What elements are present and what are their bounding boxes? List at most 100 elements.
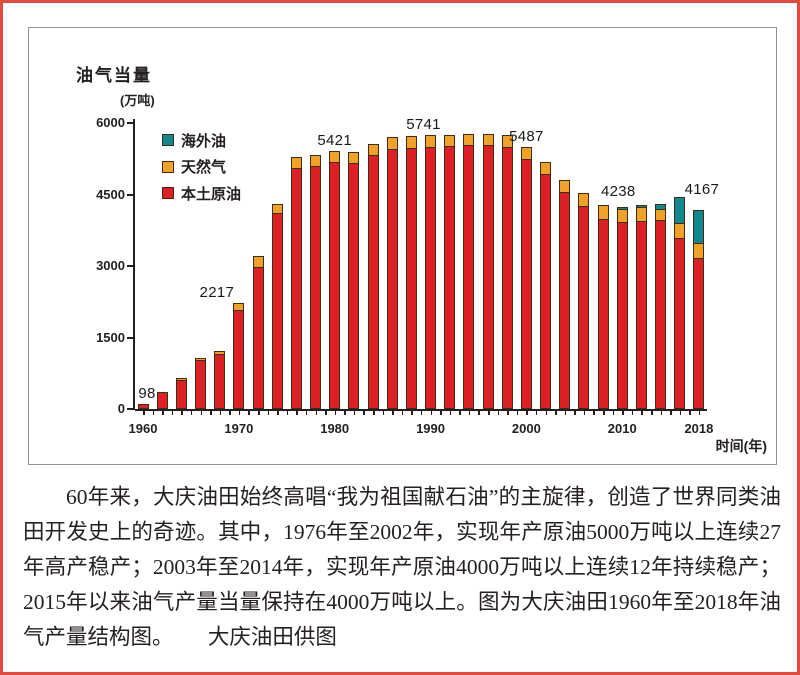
x-tick — [430, 411, 433, 415]
bar-segment — [675, 198, 685, 223]
bar-segment — [617, 207, 627, 209]
x-tick — [497, 411, 500, 415]
bar-segment — [368, 144, 378, 156]
x-tick — [296, 411, 298, 415]
x-axis — [135, 409, 707, 411]
bar-2004 — [559, 180, 571, 409]
x-tick-label: 2000 — [511, 421, 541, 436]
bar-segment — [234, 310, 244, 408]
x-tick — [411, 411, 413, 415]
bar-segment — [598, 206, 608, 219]
bar-segment — [636, 207, 646, 222]
x-tick — [698, 411, 701, 415]
bar-segment — [426, 146, 436, 408]
bar-segment — [426, 136, 436, 147]
x-tick-label: 1990 — [416, 421, 445, 436]
bar-segment — [694, 257, 704, 408]
value-label-2010: 4238 — [600, 182, 636, 200]
bar-2000 — [520, 147, 532, 409]
x-tick — [152, 411, 155, 415]
bar-segment — [579, 194, 589, 206]
x-tick — [689, 411, 691, 415]
y-tick-label: 0 — [117, 401, 125, 416]
bar-segment — [330, 151, 340, 163]
bar-segment — [483, 134, 493, 146]
y-tick — [127, 265, 135, 267]
x-tick-label: 2010 — [607, 421, 637, 436]
bar-1992 — [444, 134, 456, 409]
x-tick — [277, 411, 279, 415]
bar-segment — [157, 392, 167, 408]
x-tick — [401, 411, 404, 415]
y-tick — [127, 193, 135, 196]
y-tick — [127, 122, 135, 124]
bar-segment — [311, 155, 321, 167]
x-tick — [248, 411, 250, 415]
x-tick — [267, 411, 270, 415]
x-tick — [258, 411, 260, 415]
domestic-crude-swatch-icon — [162, 187, 174, 199]
x-tick — [200, 411, 202, 415]
bar-segment — [368, 155, 378, 408]
x-tick — [564, 411, 567, 415]
bar-2012 — [635, 204, 647, 409]
bar-1984 — [367, 143, 379, 409]
x-tick-label: 2018 — [684, 421, 714, 436]
bar-segment — [196, 358, 205, 360]
bar-segment — [483, 145, 493, 408]
x-tick — [603, 411, 605, 415]
x-tick — [382, 411, 385, 415]
x-tick — [651, 411, 653, 415]
x-tick — [325, 411, 327, 415]
x-tick — [583, 411, 586, 415]
bar-1976 — [290, 157, 302, 409]
x-tick-label: 1960 — [128, 421, 158, 436]
x-tick — [171, 411, 174, 415]
x-tick — [555, 411, 557, 415]
x-tick — [574, 411, 576, 415]
bar-segment — [579, 205, 589, 408]
y-axis — [133, 119, 135, 410]
bar-segment — [694, 211, 704, 243]
bar-1972 — [252, 255, 264, 409]
bar-1998 — [501, 135, 513, 409]
bar-1996 — [482, 133, 494, 409]
x-tick — [305, 411, 308, 415]
x-tick — [516, 411, 519, 415]
x-tick — [545, 411, 548, 415]
x-tick — [440, 411, 442, 415]
bar-segment — [215, 351, 225, 355]
bar-segment — [445, 146, 455, 408]
x-tick — [353, 411, 356, 415]
x-tick — [507, 411, 509, 415]
bar-segment — [272, 205, 282, 213]
bar-1974 — [271, 204, 283, 409]
bar-segment — [196, 359, 205, 408]
x-tick — [229, 411, 231, 415]
bar-2014 — [655, 203, 667, 409]
bar-segment — [694, 242, 704, 258]
y-tick-label: 3000 — [96, 258, 125, 273]
value-label-2018: 4167 — [684, 181, 720, 199]
x-tick — [315, 411, 318, 415]
x-tick — [143, 411, 145, 415]
bar-segment — [541, 173, 551, 408]
x-tick — [612, 411, 615, 415]
x-tick — [593, 411, 595, 415]
x-tick — [286, 411, 289, 415]
value-label-2000: 5487 — [509, 128, 544, 146]
x-tick — [334, 411, 337, 415]
x-axis-title: 时间(年) — [715, 438, 767, 454]
x-tick-label: 1970 — [224, 421, 254, 436]
caption-text: 60年来，大庆油田始终高唱“我为祖国献石油”的主旋律，创造了世界同类油田开发史上… — [23, 485, 781, 649]
x-tick — [162, 411, 164, 415]
bar-segment — [598, 218, 608, 408]
bar-segment — [541, 162, 551, 174]
bar-segment — [406, 147, 416, 408]
bar-2008 — [597, 205, 609, 409]
bar-segment — [464, 145, 474, 408]
caption-paragraph: 60年来，大庆油田始终高唱“我为祖国献石油”的主旋律，创造了世界同类油田开发史上… — [23, 480, 781, 655]
bar-segment — [560, 181, 570, 193]
x-tick — [660, 411, 663, 415]
chart-panel: 油气当量 (万吨) 海外油 天然气 本土原油 0 1500 3000 4500 6000… — [28, 27, 777, 465]
